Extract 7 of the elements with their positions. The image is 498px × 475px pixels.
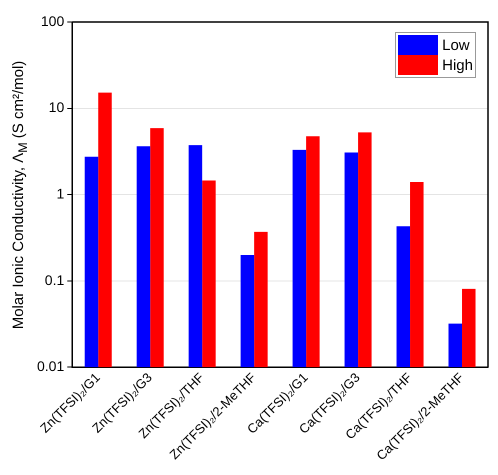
y-tick-label: 1	[56, 185, 64, 202]
y-tick-label: 100	[40, 12, 64, 29]
legend-label: High	[442, 56, 473, 74]
legend-label: Low	[442, 36, 470, 54]
y-tick-label: 10	[48, 99, 64, 116]
y-tick-label: 0.1	[44, 272, 64, 288]
y-tick-label: 0.01	[37, 358, 64, 374]
